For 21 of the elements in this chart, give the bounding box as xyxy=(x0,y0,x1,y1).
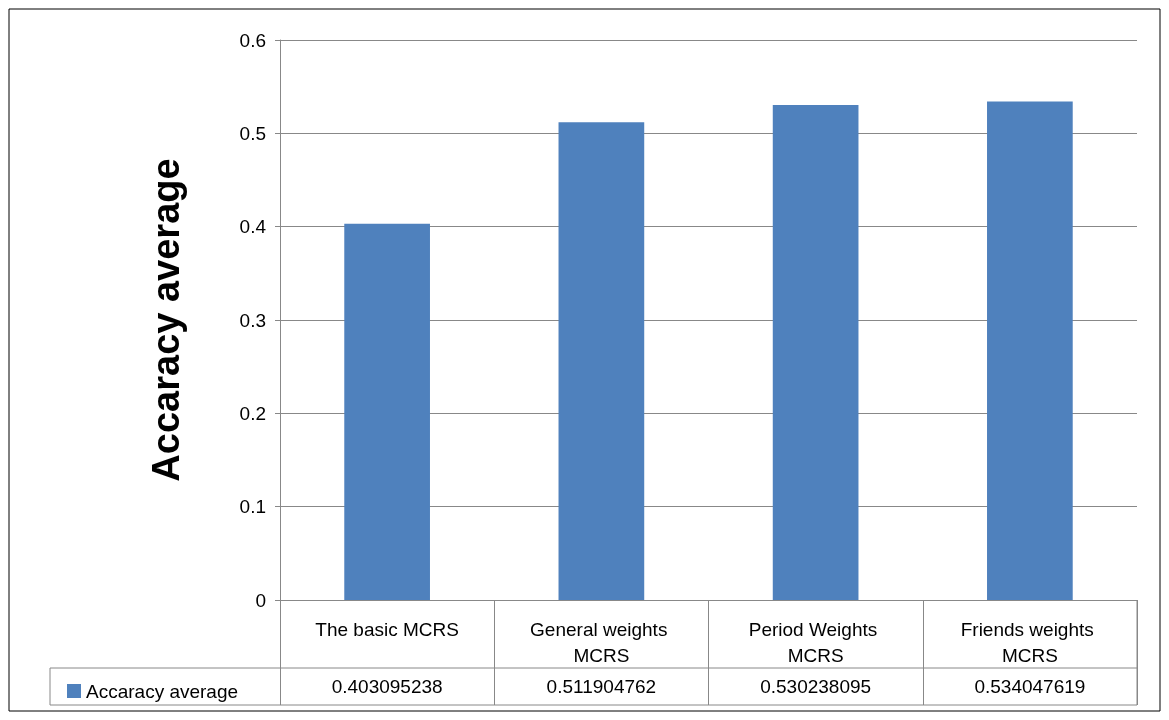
x-tick-label: Friends weights MCRS xyxy=(960,618,1100,666)
data-label: 0.403095238 xyxy=(331,676,443,697)
y-tick-label: 0.4 xyxy=(239,216,267,238)
bar xyxy=(344,223,430,600)
bar xyxy=(772,105,859,600)
data-label: 0.530238095 xyxy=(760,676,872,697)
bar xyxy=(558,122,645,600)
y-tick-label: 0.5 xyxy=(239,122,266,144)
x-tick-label: Period Weights MCRS xyxy=(748,618,883,666)
data-label: 0.534047619 xyxy=(974,676,1086,697)
y-axis-title: Accaracy average xyxy=(145,158,187,482)
y-tick-label: 0.1 xyxy=(239,496,266,518)
y-tick-label: 0.3 xyxy=(239,309,266,331)
y-tick-label: 0 xyxy=(255,589,266,611)
data-label: 0.511904762 xyxy=(546,676,657,697)
legend-label: Accaracy average xyxy=(86,680,239,702)
y-tick-label: 0.2 xyxy=(239,402,266,424)
x-tick-label: The basic MCRS xyxy=(315,618,459,640)
x-tick-label: General weights MCRS xyxy=(530,618,673,666)
bar xyxy=(987,101,1073,600)
y-tick-label: 0.6 xyxy=(239,29,266,51)
